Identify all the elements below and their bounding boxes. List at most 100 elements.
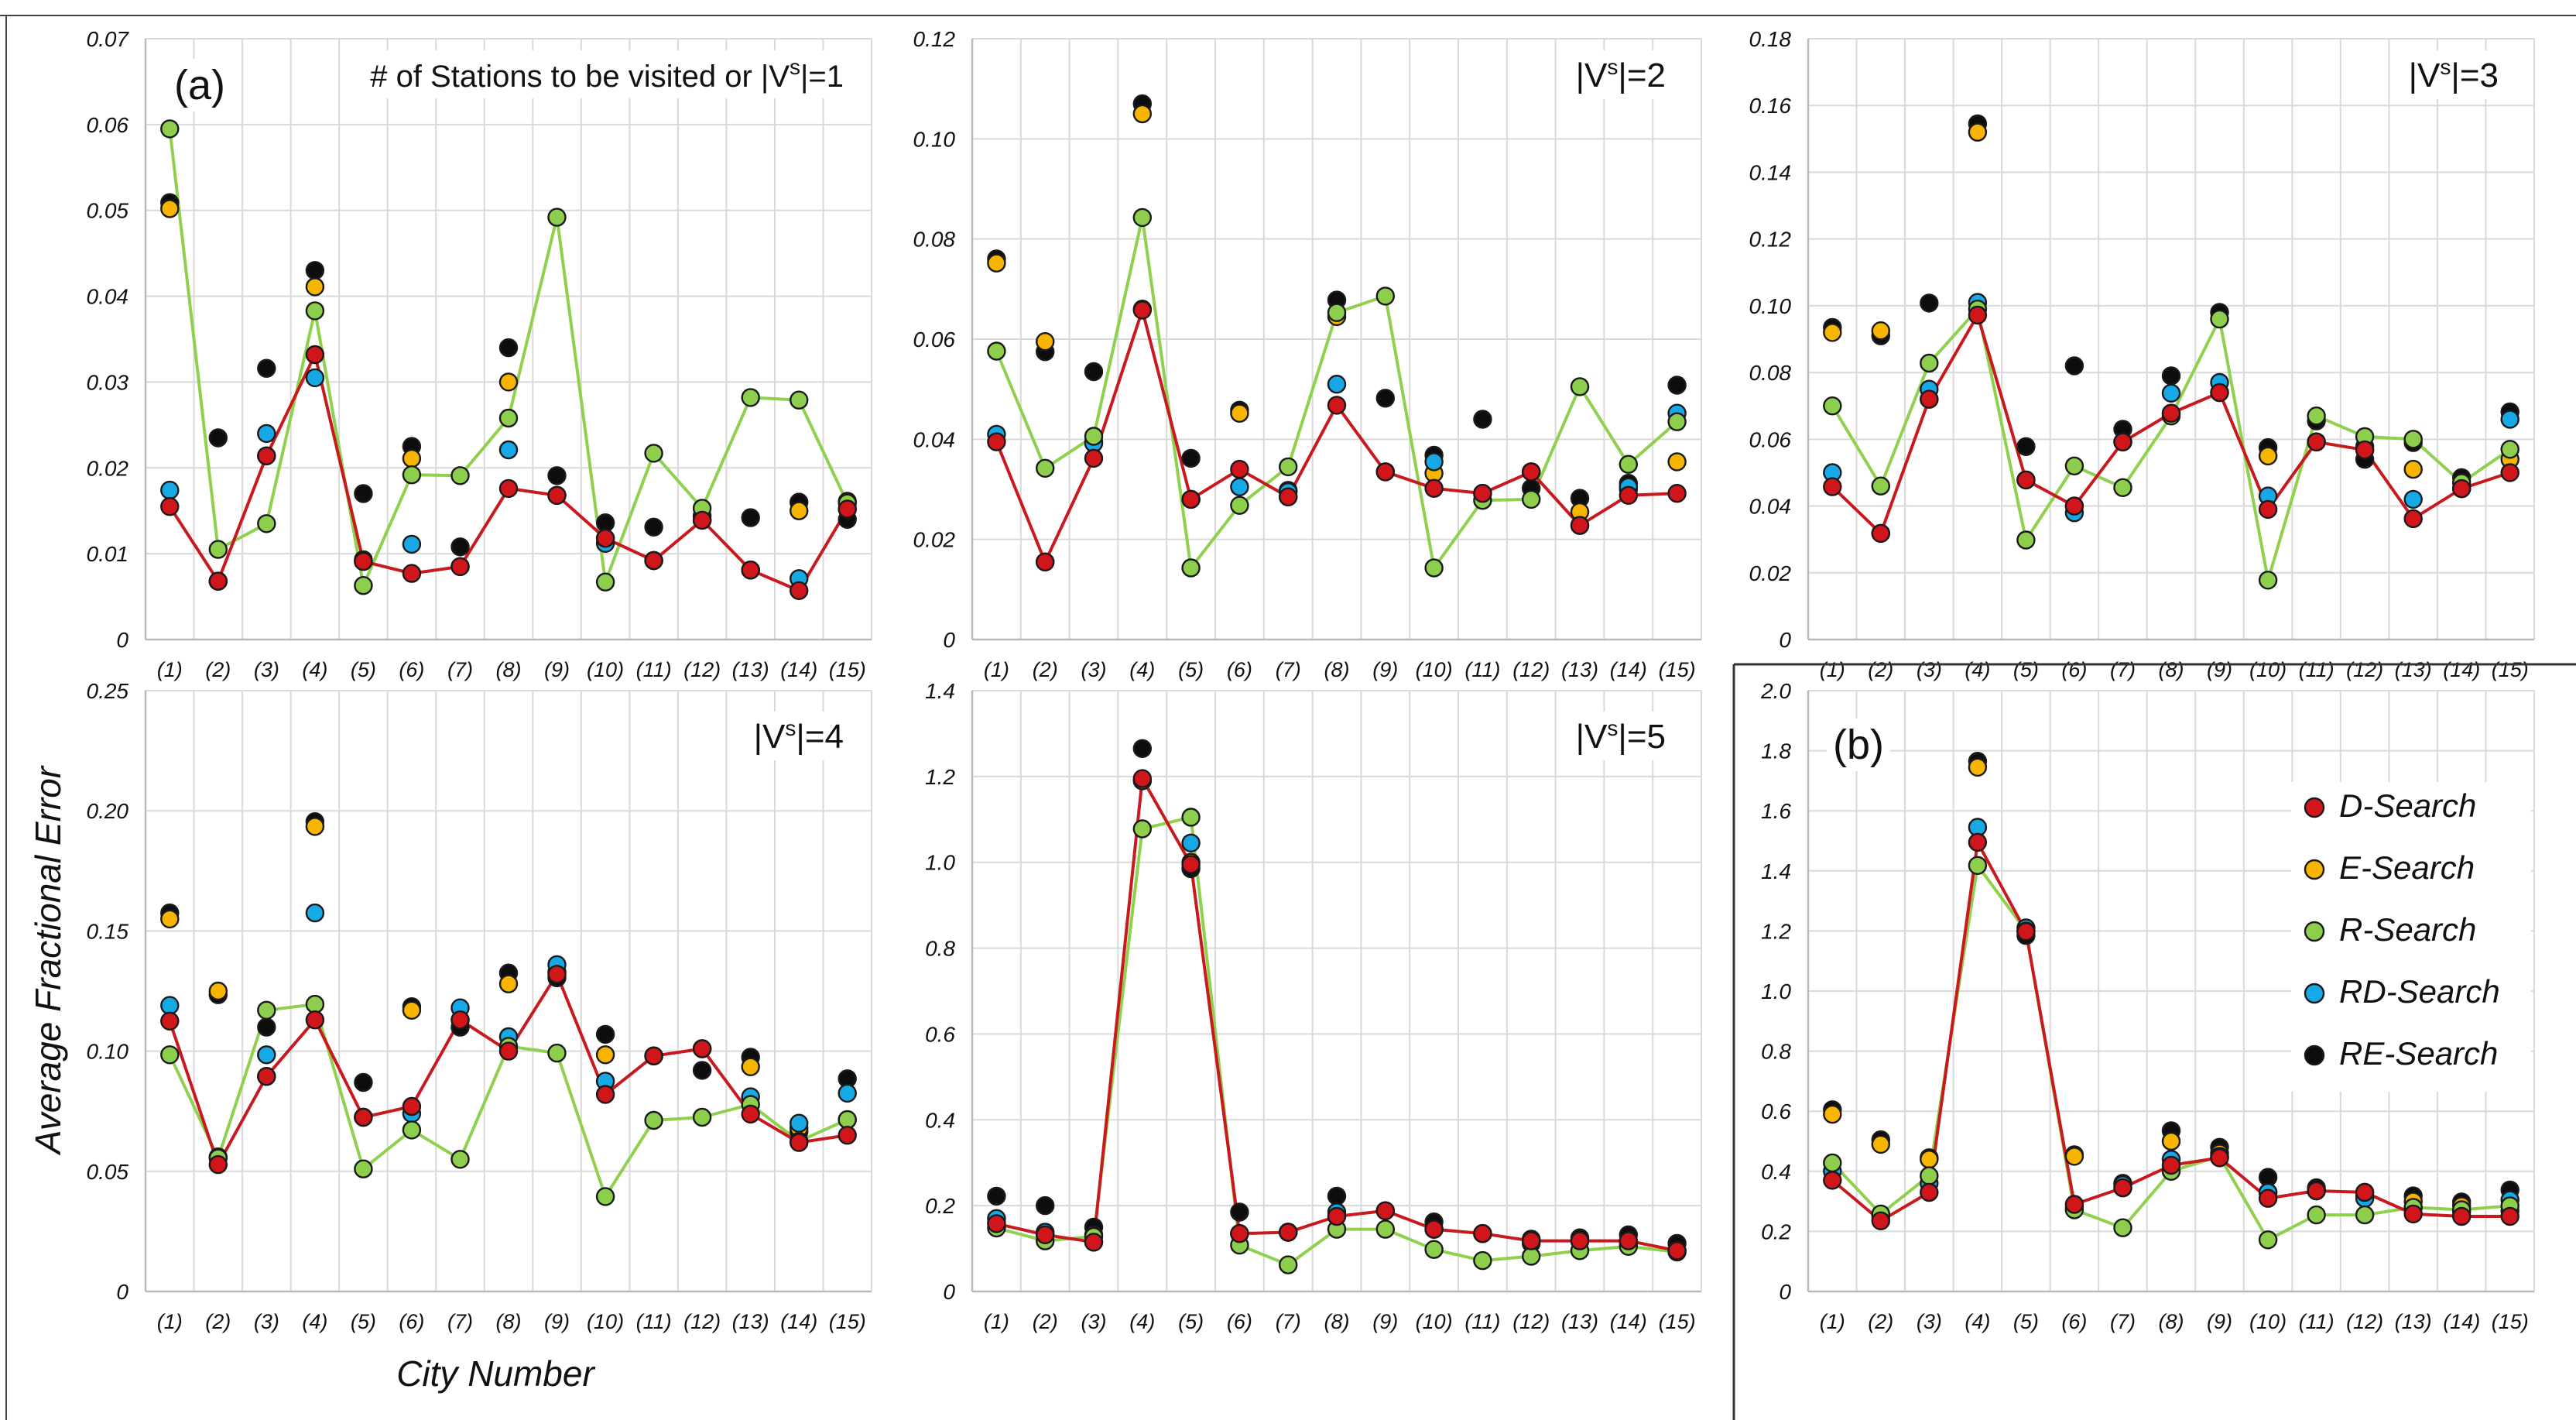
x-tick-label: (14) (1610, 1310, 1647, 1333)
y-tick-label: 0 (116, 628, 128, 652)
data-point-d-search (2064, 1195, 2084, 1214)
data-point-r-search (547, 1043, 567, 1063)
data-point-e-search (160, 199, 180, 218)
y-tick-label: 0.05 (87, 1160, 129, 1184)
data-point-e-search (2403, 459, 2423, 479)
x-tick-label: (15) (829, 658, 866, 681)
panel-label-background (1827, 719, 1890, 771)
panels-layer: 0 0.01 0.02 0.03 0.04 0.05 0.06 0.07 (1) (2) (3) (4… (87, 27, 2535, 1333)
data-point-rd-search (789, 1113, 809, 1133)
data-point-d-search (595, 1085, 615, 1104)
x-tick-label: (12) (1512, 658, 1550, 681)
x-tick-label: (1) (984, 658, 1009, 681)
data-point-d-search (305, 345, 325, 365)
data-point-d-search (498, 478, 519, 499)
y-tick-label: 0.8 (925, 937, 955, 961)
data-point-r-search (1230, 496, 1249, 515)
data-point-e-search (1823, 323, 1842, 342)
y-tick-label: 0 (943, 628, 955, 652)
legend: D-Search E-Search R-Search RD-Search RE-Sear… (2291, 782, 2531, 1092)
x-tick-label: (8) (1324, 658, 1350, 681)
data-point-d-search (450, 1010, 470, 1030)
y-tick-label: 0.01 (87, 542, 129, 566)
y-tick-label: 0.12 (913, 27, 956, 51)
legend-label-rd-search: RD-Search (2339, 973, 2500, 1010)
data-point-r-search (1181, 808, 1201, 827)
data-point-d-search (1570, 1231, 1590, 1250)
data-point-r-search (2307, 406, 2326, 426)
data-point-r-search (402, 1120, 422, 1140)
data-point-rd-search (2403, 489, 2423, 509)
data-point-e-search (741, 1057, 760, 1077)
legend-marker-d-search (2304, 797, 2325, 818)
chart-panel-4: 0 0.05 0.10 0.15 0.20 0.25 (1) (2) (3) (4) (5) (6) (… (87, 679, 872, 1333)
y-tick-label: 0.06 (1749, 427, 1792, 451)
y-tick-label: 0.12 (1749, 228, 1792, 252)
data-point-r-search (1968, 856, 1988, 876)
data-point-d-search (1968, 832, 1988, 852)
panel-title: |Vs|=2 (1576, 55, 1666, 94)
x-tick-label: (4) (302, 1310, 327, 1333)
x-tick-label: (15) (2492, 658, 2529, 681)
data-point-r-search (2113, 1218, 2132, 1237)
chart-panel-2: 0 0.02 0.04 0.06 0.08 0.10 0.12 (1) (2) (3) (4) (5)… (913, 27, 1702, 681)
data-point-re-search (498, 338, 519, 358)
data-point-d-search (402, 1096, 422, 1116)
data-point-r-search (1424, 558, 1444, 578)
y-tick-label: 0.25 (87, 679, 129, 703)
data-point-d-search (257, 1066, 276, 1086)
y-tick-label: 0.02 (913, 528, 956, 552)
data-point-re-search (644, 517, 663, 537)
data-point-d-search (1327, 1206, 1347, 1226)
data-point-d-search (1084, 1233, 1104, 1252)
data-point-r-search (2016, 530, 2036, 550)
data-point-r-search (402, 465, 422, 485)
chart-panel-5: 0 0.2 0.4 0.6 0.8 1.0 1.2 1.4 (1) (2) (3) (4) (5) (6)… (925, 679, 1702, 1333)
data-point-re-search (987, 1186, 1006, 1206)
data-point-d-search (595, 529, 615, 548)
data-point-d-search (2161, 1155, 2181, 1175)
data-point-e-search (1667, 452, 1687, 472)
data-point-d-search (1619, 485, 1639, 505)
data-point-d-search (1823, 477, 1842, 496)
data-point-d-search (160, 497, 180, 516)
data-point-rd-search (1327, 375, 1347, 394)
data-point-r-search (1278, 457, 1298, 477)
data-point-re-search (305, 261, 325, 280)
data-point-d-search (987, 1214, 1006, 1233)
x-tick-label: (15) (1659, 1310, 1696, 1333)
legend-label-d-search: D-Search (2339, 787, 2476, 824)
data-point-re-search (595, 1024, 615, 1044)
data-point-re-search (1473, 410, 1492, 429)
data-point-d-search (1375, 1201, 1396, 1221)
y-tick-label: 0 (943, 1280, 955, 1304)
data-point-r-search (450, 466, 470, 485)
data-point-d-search (1667, 1241, 1687, 1261)
data-point-d-search (1667, 484, 1687, 503)
panel-label: (b) (1833, 722, 1884, 768)
data-point-d-search (987, 432, 1006, 451)
x-tick-label: (9) (544, 1310, 570, 1333)
data-point-r-search (741, 388, 760, 407)
panel-title: |Vs|=4 (754, 716, 844, 756)
data-point-d-search (1521, 462, 1541, 482)
x-tick-label: (4) (1129, 658, 1155, 681)
y-tick-label: 0 (1779, 628, 1791, 652)
data-point-e-search (1871, 1134, 1891, 1154)
data-point-r-search (838, 1110, 857, 1130)
data-point-e-search (1871, 321, 1891, 341)
y-tick-label: 1.4 (925, 679, 955, 703)
y-tick-label: 1.6 (1761, 799, 1791, 823)
x-tick-label: (6) (1227, 658, 1252, 681)
data-point-r-search (1570, 377, 1590, 396)
panel-title-background (1566, 712, 1675, 760)
data-point-e-search (987, 253, 1006, 273)
data-point-r-search (354, 1159, 373, 1178)
x-tick-label: (9) (2207, 1310, 2232, 1333)
data-point-d-search (1035, 1225, 1055, 1245)
data-point-rd-search (838, 1083, 857, 1103)
x-tick-label: (13) (2395, 658, 2432, 681)
x-tick-label: (5) (1178, 1310, 1204, 1333)
x-tick-label: (7) (1276, 1310, 1301, 1333)
data-point-d-search (2016, 921, 2036, 942)
